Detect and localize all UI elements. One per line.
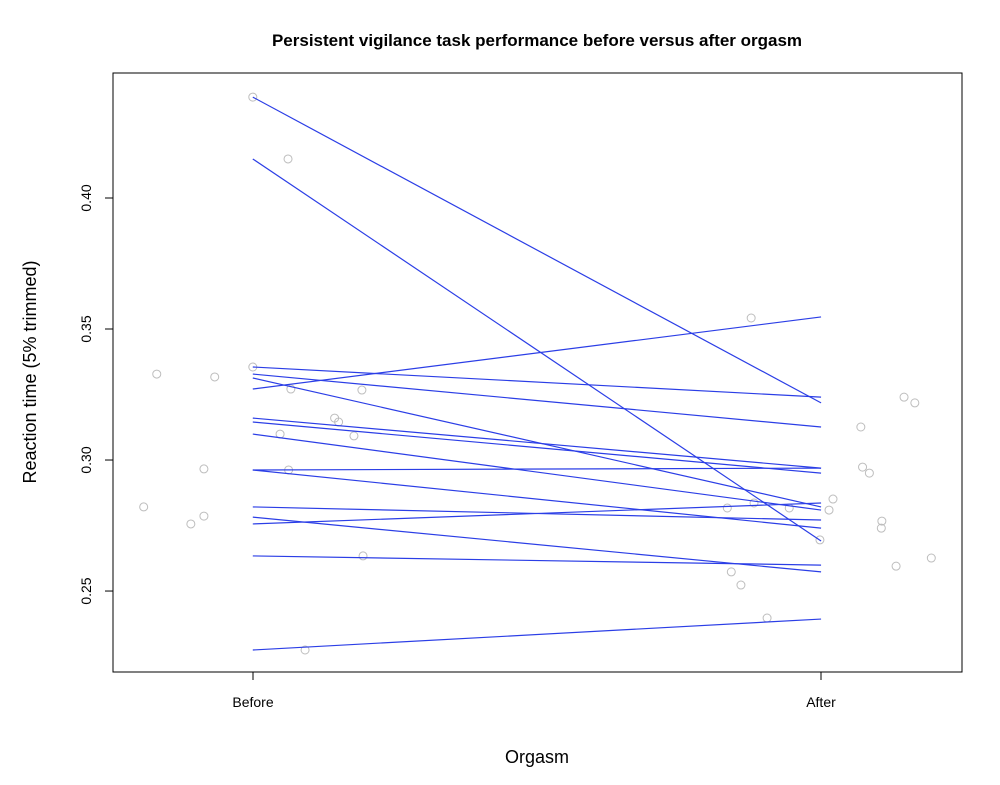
data-point xyxy=(736,580,746,590)
paired-line xyxy=(252,618,822,651)
data-point xyxy=(186,519,196,529)
data-point xyxy=(858,462,868,472)
plot-frame xyxy=(112,72,963,673)
chart-title: Persistent vigilance task performance be… xyxy=(272,31,802,50)
y-tick-label: 0.25 xyxy=(78,577,94,604)
paired-line xyxy=(252,377,822,508)
data-point xyxy=(283,154,293,164)
data-point xyxy=(357,385,367,395)
data-point xyxy=(910,398,920,408)
data-point xyxy=(828,494,838,504)
paired-line xyxy=(252,366,822,398)
data-point xyxy=(824,505,834,515)
y-tick-label: 0.30 xyxy=(78,446,94,473)
data-point xyxy=(199,511,209,521)
data-point xyxy=(139,502,149,512)
paired-line xyxy=(252,467,822,471)
data-point xyxy=(358,551,368,561)
paired-line xyxy=(252,96,822,404)
data-point xyxy=(210,372,220,382)
data-point xyxy=(286,384,296,394)
y-axis-label: Reaction time (5% trimmed) xyxy=(20,260,40,483)
data-point xyxy=(722,503,732,513)
paired-line xyxy=(252,469,822,529)
paired-line xyxy=(252,316,822,390)
paired-line xyxy=(252,373,822,428)
data-point xyxy=(864,468,874,478)
data-point xyxy=(899,392,909,402)
x-tick-label-after: After xyxy=(806,694,836,710)
data-point xyxy=(762,613,772,623)
paired-line xyxy=(252,158,822,542)
paired-line xyxy=(252,502,822,525)
x-tick-label-before: Before xyxy=(232,694,273,710)
paired-line xyxy=(252,516,822,573)
x-axis-label: Orgasm xyxy=(505,747,569,767)
data-point xyxy=(926,553,936,563)
data-point xyxy=(877,516,887,526)
data-point xyxy=(856,422,866,432)
data-point xyxy=(891,561,901,571)
paired-line xyxy=(252,417,822,469)
y-tick-label: 0.40 xyxy=(78,184,94,211)
data-point xyxy=(815,535,825,545)
data-point xyxy=(876,523,886,533)
data-point xyxy=(199,464,209,474)
data-point xyxy=(300,645,310,655)
paired-line xyxy=(252,555,822,566)
data-point xyxy=(726,567,736,577)
data-point xyxy=(349,431,359,441)
paired-line xyxy=(252,421,822,474)
data-point xyxy=(749,498,759,508)
data-point xyxy=(248,92,258,102)
paired-line xyxy=(252,433,822,511)
y-tick-label: 0.35 xyxy=(78,315,94,342)
data-point xyxy=(746,313,756,323)
data-point xyxy=(152,369,162,379)
